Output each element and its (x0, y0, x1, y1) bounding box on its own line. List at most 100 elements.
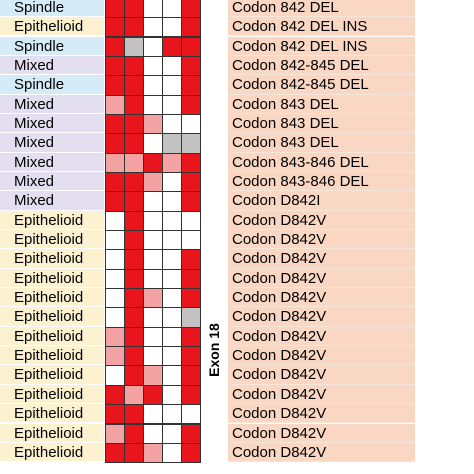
grid-cell (105, 288, 125, 309)
grid-cell (124, 288, 144, 309)
mutation: Codon D842I (228, 191, 415, 211)
cell-type: Epithelioid (0, 442, 104, 463)
grid-cell (124, 384, 144, 406)
grid-cell (181, 384, 201, 406)
grid-cell (143, 423, 163, 444)
grid-cell (181, 210, 201, 231)
grid-cell (105, 36, 125, 57)
grid-cell (124, 442, 144, 464)
grid-cell (105, 230, 125, 251)
grid-cell (143, 210, 163, 231)
grid-cell (162, 55, 182, 77)
grid-cell (143, 326, 163, 348)
grid-cell (181, 346, 201, 367)
grid-cell (143, 365, 163, 386)
grid-cell (181, 171, 201, 193)
exon-label: Exon 18 (206, 323, 222, 377)
mutation: Codon D842V (228, 365, 415, 385)
cell-type: Mixed (0, 152, 104, 172)
cell-type: Epithelioid (0, 230, 104, 250)
grid-cell (105, 346, 125, 367)
grid-cell (124, 17, 144, 38)
grid-cell (162, 94, 182, 115)
grid-cell (124, 36, 144, 57)
grid-cell (162, 268, 182, 290)
grid-cell (105, 94, 125, 115)
grid-cell (162, 171, 182, 193)
grid-cell (124, 94, 144, 115)
grid-cell (162, 191, 182, 212)
grid-cell (181, 17, 201, 38)
grid-cell (181, 249, 201, 270)
mutation: Codon D842V (228, 442, 415, 463)
mutation: Codon 842-845 DEL (228, 55, 415, 76)
grid-cell (105, 307, 125, 328)
mutation: Codon D842V (228, 230, 415, 250)
grid-cell (181, 365, 201, 386)
grid-cell (162, 365, 182, 386)
grid-cell (105, 423, 125, 444)
grid-cell (181, 191, 201, 212)
cell-type: Mixed (0, 171, 104, 192)
cell-type: Epithelioid (0, 404, 104, 424)
grid-cell (143, 113, 163, 135)
mutation: Codon D842V (228, 326, 415, 347)
grid-cell (143, 0, 163, 19)
cell-type: Mixed (0, 94, 104, 114)
grid-cell (143, 404, 163, 425)
grid-cell (143, 249, 163, 270)
grid-cell (124, 326, 144, 348)
grid-cell (124, 249, 144, 270)
grid-cell (162, 326, 182, 348)
grid-cell (105, 365, 125, 386)
cell-type: Spindle (0, 75, 104, 95)
grid-cell (105, 210, 125, 231)
cell-type: Epithelioid (0, 384, 104, 405)
grid-cell (143, 191, 163, 212)
grid-cell (162, 133, 182, 154)
grid-cell (124, 75, 144, 96)
grid-cell (143, 384, 163, 406)
grid-cell (162, 384, 182, 406)
grid-cell (162, 249, 182, 270)
grid-cell (124, 55, 144, 77)
grid-cell (162, 36, 182, 57)
grid-cell (105, 249, 125, 270)
grid-cell (143, 75, 163, 96)
grid-cell (143, 346, 163, 367)
cell-type: Epithelioid (0, 288, 104, 308)
mutation: Codon D842V (228, 384, 415, 405)
cell-type: Mixed (0, 133, 104, 153)
mutation: Codon D842V (228, 423, 415, 443)
cell-type: Epithelioid (0, 346, 104, 366)
grid-cell (105, 268, 125, 290)
cell-type: Mixed (0, 191, 104, 211)
mutation: Codon 842-845 DEL (228, 75, 415, 95)
grid-cell (181, 0, 201, 19)
cell-type: Epithelioid (0, 268, 104, 289)
grid-cell (105, 17, 125, 38)
grid-cell (162, 0, 182, 19)
cell-type: Spindle (0, 36, 104, 56)
grid-cell (143, 230, 163, 251)
mutation: Codon 842 DEL (228, 0, 415, 18)
grid-cell (162, 75, 182, 96)
mutation: Codon 843-846 DEL (228, 171, 415, 192)
mutation: Codon 843-846 DEL (228, 152, 415, 172)
grid-cell (124, 152, 144, 173)
mutation: Codon 843 DEL (228, 133, 415, 153)
mutation: Codon D842V (228, 346, 415, 366)
cell-type: Mixed (0, 55, 104, 76)
grid-cell (181, 55, 201, 77)
grid-cell (162, 288, 182, 309)
grid-cell (105, 0, 125, 19)
grid-cell (124, 268, 144, 290)
grid-cell (105, 113, 125, 135)
mutation: Codon 842 DEL INS (228, 36, 415, 56)
grid-cell (162, 17, 182, 38)
grid-cell (143, 152, 163, 173)
grid-cell (181, 404, 201, 425)
grid-cell (143, 442, 163, 464)
grid-cell (124, 346, 144, 367)
